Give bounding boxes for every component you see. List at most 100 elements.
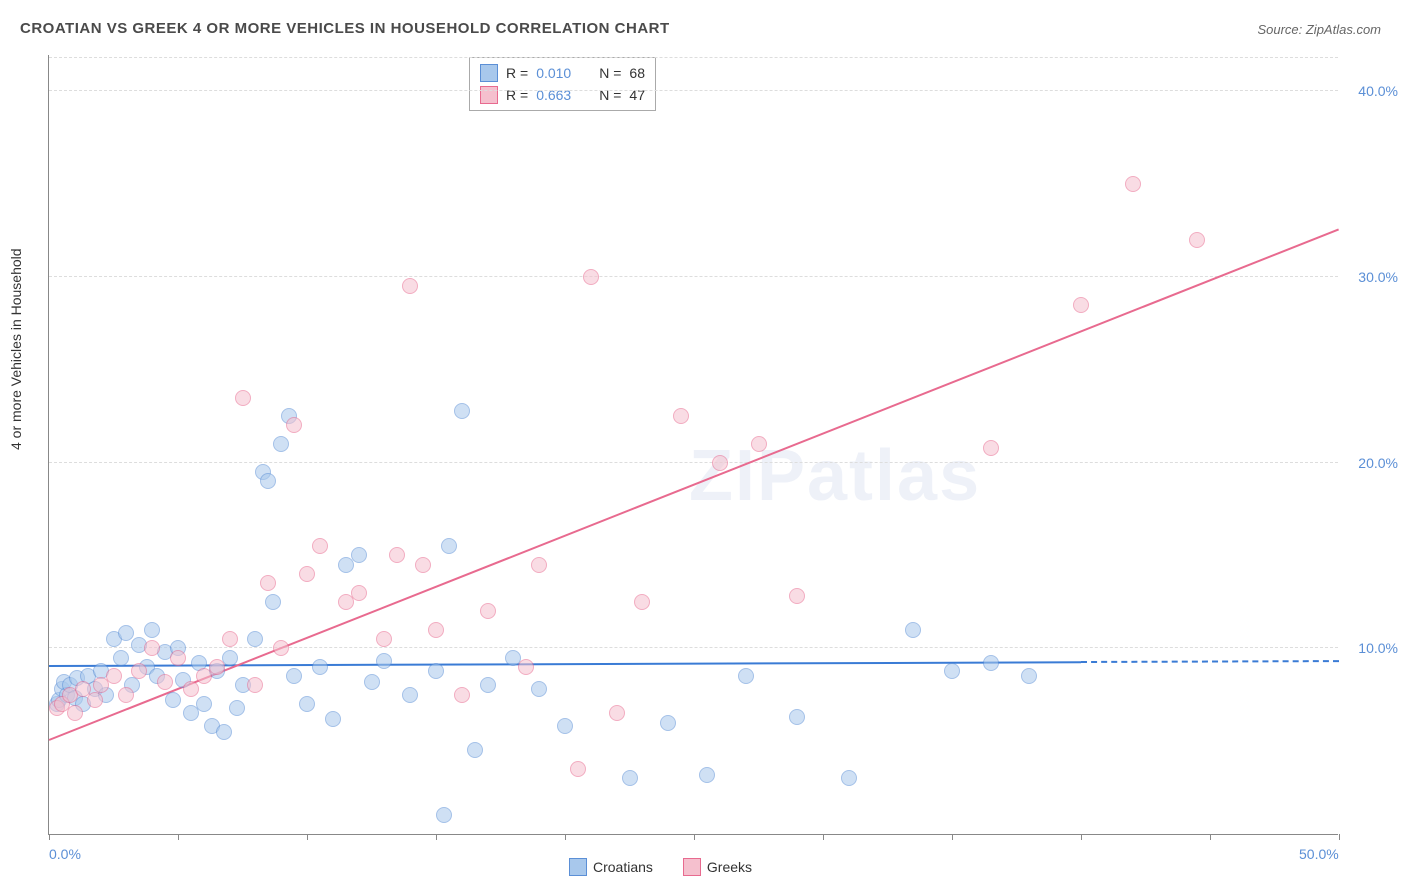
data-point [325, 711, 341, 727]
data-point [376, 653, 392, 669]
data-point [1073, 297, 1089, 313]
data-point [273, 640, 289, 656]
x-tick [565, 834, 566, 840]
data-point [570, 761, 586, 777]
data-point [222, 631, 238, 647]
legend-swatch [480, 64, 498, 82]
legend-swatch [569, 858, 587, 876]
data-point [106, 668, 122, 684]
data-point [944, 663, 960, 679]
gridline [49, 647, 1338, 648]
data-point [247, 631, 263, 647]
data-point [144, 640, 160, 656]
data-point [286, 668, 302, 684]
chart-title: CROATIAN VS GREEK 4 OR MORE VEHICLES IN … [20, 20, 670, 37]
x-tick [1339, 834, 1340, 840]
data-point [165, 692, 181, 708]
data-point [247, 677, 263, 693]
data-point [480, 603, 496, 619]
data-point [557, 718, 573, 734]
data-point [480, 677, 496, 693]
legend-stats: R = 0.010N = 68R = 0.663N = 47 [469, 57, 656, 111]
data-point [699, 767, 715, 783]
y-tick-label: 10.0% [1343, 640, 1398, 656]
x-tick [823, 834, 824, 840]
data-point [260, 473, 276, 489]
data-point [454, 403, 470, 419]
data-point [467, 742, 483, 758]
gridline [49, 57, 1338, 58]
legend-row: R = 0.663N = 47 [480, 84, 645, 106]
legend-swatch [480, 86, 498, 104]
gridline [49, 276, 1338, 277]
data-point [751, 436, 767, 452]
data-point [402, 687, 418, 703]
data-point [415, 557, 431, 573]
data-point [364, 674, 380, 690]
data-point [113, 650, 129, 666]
data-point [1021, 668, 1037, 684]
data-point [905, 622, 921, 638]
data-point [299, 696, 315, 712]
data-point [983, 440, 999, 456]
data-point [712, 455, 728, 471]
x-tick [178, 834, 179, 840]
data-point [183, 681, 199, 697]
data-point [789, 588, 805, 604]
x-tick-label: 50.0% [1299, 846, 1339, 862]
x-tick [952, 834, 953, 840]
data-point [660, 715, 676, 731]
x-tick [1081, 834, 1082, 840]
gridline [49, 462, 1338, 463]
legend-label: Croatians [593, 859, 653, 875]
legend-r-value: 0.010 [536, 65, 571, 81]
data-point [351, 547, 367, 563]
data-point [1189, 232, 1205, 248]
x-tick [436, 834, 437, 840]
data-point [389, 547, 405, 563]
x-tick [49, 834, 50, 840]
legend-swatch [683, 858, 701, 876]
data-point [170, 650, 186, 666]
data-point [583, 269, 599, 285]
legend-n-value: 68 [629, 65, 645, 81]
data-point [441, 538, 457, 554]
trend-line-dashed [1081, 660, 1339, 663]
data-point [260, 575, 276, 591]
data-point [351, 585, 367, 601]
data-point [531, 557, 547, 573]
x-tick [1210, 834, 1211, 840]
data-point [983, 655, 999, 671]
data-point [609, 705, 625, 721]
data-point [738, 668, 754, 684]
data-point [235, 390, 251, 406]
legend-series: Croatians Greeks [569, 858, 752, 876]
data-point [634, 594, 650, 610]
data-point [454, 687, 470, 703]
data-point [87, 692, 103, 708]
data-point [286, 417, 302, 433]
data-point [216, 724, 232, 740]
gridline [49, 90, 1338, 91]
data-point [673, 408, 689, 424]
data-point [299, 566, 315, 582]
data-point [531, 681, 547, 697]
legend-label: Greeks [707, 859, 752, 875]
y-tick-label: 30.0% [1343, 269, 1398, 285]
data-point [428, 622, 444, 638]
data-point [196, 696, 212, 712]
y-tick-label: 40.0% [1343, 83, 1398, 99]
legend-n-label: N = [599, 65, 621, 81]
data-point [518, 659, 534, 675]
scatter-plot-area: ZIPatlas R = 0.010N = 68R = 0.663N = 47 … [48, 55, 1338, 835]
data-point [144, 622, 160, 638]
watermark: ZIPatlas [689, 435, 981, 517]
legend-item: Croatians [569, 858, 653, 876]
data-point [118, 687, 134, 703]
x-tick [694, 834, 695, 840]
x-tick [307, 834, 308, 840]
data-point [841, 770, 857, 786]
x-tick-label: 0.0% [49, 846, 81, 862]
y-axis-label: 4 or more Vehicles in Household [8, 248, 24, 450]
data-point [67, 705, 83, 721]
